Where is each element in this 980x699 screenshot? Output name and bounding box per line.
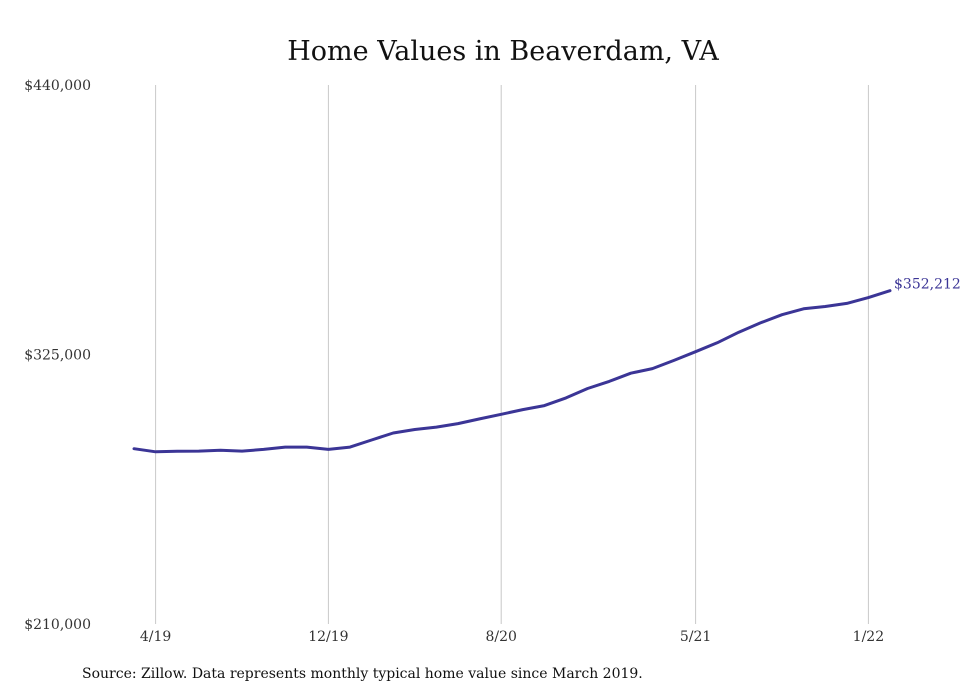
- x-tick-label: 4/19: [140, 629, 171, 645]
- y-axis-ticks: $440,000 $325,000 $210,000: [24, 78, 91, 633]
- x-tick-label: 1/22: [853, 629, 884, 645]
- chart-title: Home Values in Beaverdam, VA: [287, 36, 719, 67]
- x-tick-label: 8/20: [485, 629, 516, 645]
- end-value-label: $352,212: [894, 277, 961, 293]
- source-note: Source: Zillow. Data represents monthly …: [82, 666, 643, 682]
- y-tick-label: $325,000: [24, 348, 91, 364]
- y-tick-label: $210,000: [24, 617, 91, 633]
- grid-lines: [155, 85, 869, 624]
- y-tick-label: $440,000: [24, 78, 91, 94]
- home-value-line: [132, 289, 892, 454]
- x-axis-ticks: 4/19 12/19 8/20 5/21 1/22: [140, 629, 884, 645]
- x-tick-label: 5/21: [680, 629, 711, 645]
- x-tick-label: 12/19: [308, 629, 348, 645]
